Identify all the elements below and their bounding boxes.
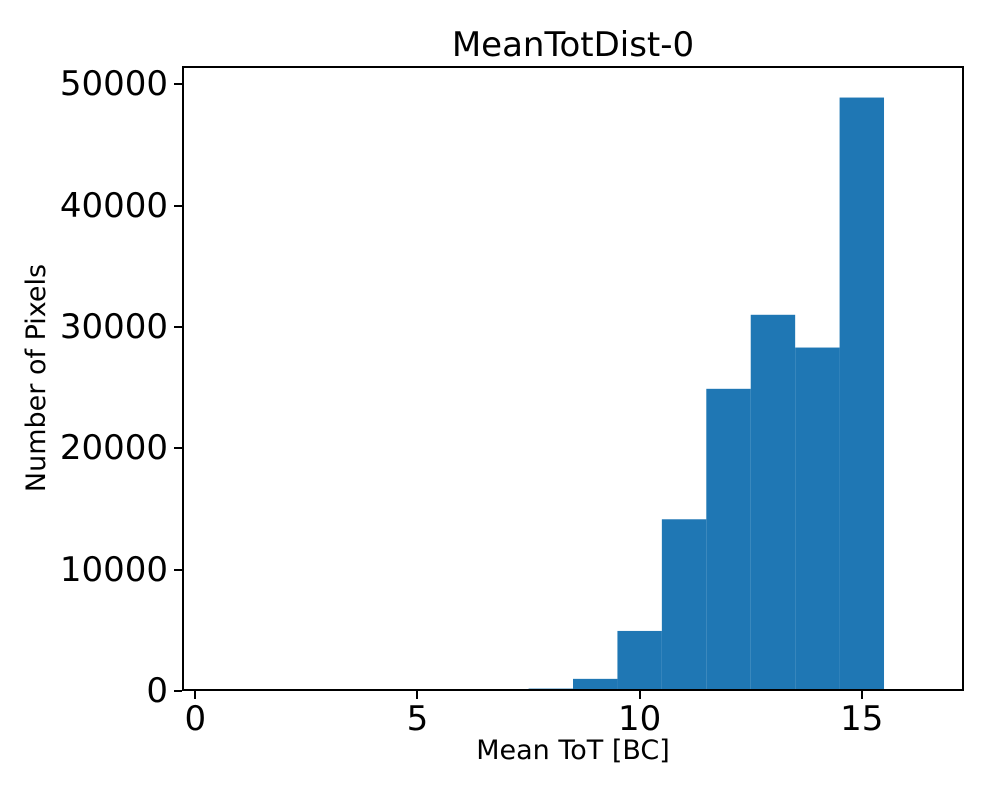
y-tick-label: 0 — [146, 671, 168, 711]
plot-area — [182, 66, 964, 692]
axes-frame — [182, 66, 964, 691]
x-tick-label: 10 — [618, 699, 662, 739]
y-tick-label: 10000 — [59, 549, 168, 590]
histogram-bar — [795, 347, 840, 691]
y-tick-mark — [174, 690, 182, 692]
x-axis-label: Mean ToT [BC] — [476, 735, 670, 766]
histogram-bar — [617, 630, 662, 691]
histogram-bar — [573, 678, 618, 691]
histogram-bar — [706, 388, 751, 691]
x-tick-label: 0 — [184, 699, 207, 739]
y-tick-mark — [174, 447, 182, 450]
x-tick-mark — [416, 691, 419, 699]
x-tick-mark — [638, 691, 641, 699]
y-tick-mark — [174, 83, 182, 86]
histogram-bar — [661, 519, 707, 691]
histogram-bar — [839, 97, 885, 692]
y-tick-mark — [174, 568, 182, 571]
y-tick-mark — [174, 204, 182, 207]
x-tick-label: 5 — [406, 699, 429, 739]
x-tick-mark — [860, 691, 863, 699]
y-tick-mark — [174, 325, 182, 328]
y-tick-label: 40000 — [59, 185, 168, 226]
histogram-svg — [182, 66, 964, 692]
chart-title: MeanTotDist-0 — [451, 25, 695, 65]
y-tick-label: 20000 — [59, 428, 168, 469]
x-tick-label: 15 — [840, 699, 884, 739]
y-tick-label: 50000 — [59, 64, 168, 105]
histogram-bar — [750, 314, 796, 691]
x-tick-mark — [194, 691, 197, 699]
y-tick-label: 30000 — [59, 306, 168, 347]
